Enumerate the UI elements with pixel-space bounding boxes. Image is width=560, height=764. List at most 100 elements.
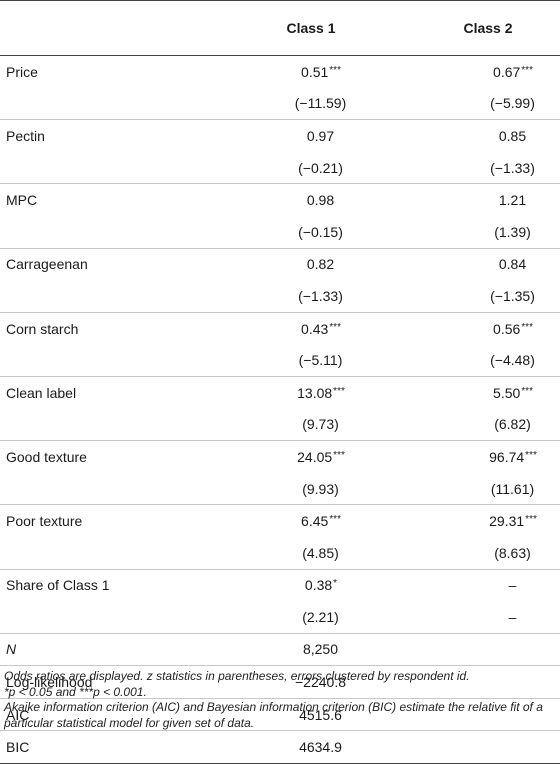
class-2-cell-value: (−1.33) — [490, 159, 535, 176]
significance-stars: * — [333, 578, 338, 590]
note-2: *p < 0.05 and ***p < 0.001. — [4, 684, 147, 699]
row-label-value: Good texture — [6, 448, 87, 465]
class-1-cell-value: 6.45 — [301, 513, 329, 530]
row-label — [0, 472, 206, 506]
table-row: Good texture 24.05*** 96.74 *** — [0, 441, 560, 473]
class-1-cell: 13.08*** — [206, 376, 416, 408]
class-1-cell-value: (9.73) — [302, 416, 339, 433]
header-class-2: Class 2 — [416, 0, 560, 56]
row-label-value: MPC — [6, 192, 38, 209]
class-2-cell-value: 29.31 — [489, 513, 525, 530]
class-2-cell: (1.39) — [416, 215, 560, 249]
class-1-cell: 0.43*** — [206, 312, 416, 344]
row-label — [0, 280, 206, 313]
significance-stars: *** — [329, 64, 341, 76]
significance-stars: *** — [329, 514, 341, 526]
header-class-1: Class 1 — [206, 0, 416, 56]
class-1-cell: 0.97 — [206, 120, 416, 152]
class-1-cell: (−5.11) — [206, 344, 416, 377]
class-2-cell-value: 1.21 — [498, 192, 527, 209]
class-1-cell: 0.82 — [206, 248, 416, 280]
row-label-value: Log-likelihood — [6, 674, 93, 691]
class-2-cell — [416, 698, 560, 732]
class-1-cell: (9.93) — [206, 472, 416, 506]
table-row: AIC 4515.6 — [0, 698, 560, 732]
row-label-value: N — [6, 641, 17, 658]
class-1-cell: (−0.21) — [206, 151, 416, 185]
class-2-cell: 5.50*** — [416, 376, 560, 408]
class-2-cell: (8.63) — [416, 536, 560, 570]
row-label — [0, 408, 206, 442]
class-1-cell-value: (−0.15) — [298, 223, 343, 240]
class-1-cell: −2240.8 — [206, 665, 416, 699]
class-1-cell-value: (−1.33) — [298, 287, 343, 304]
class-2-cell: 0.85 — [416, 120, 560, 152]
table-row: N 8,250 — [0, 633, 560, 667]
class-1-cell-value: (−0.21) — [298, 159, 343, 176]
class-2-cell: 0.84 — [416, 248, 560, 280]
class-1-cell-value: (−11.59) — [294, 95, 347, 112]
class-1-cell-value: −2240.8 — [295, 674, 346, 691]
class-2-cell-value: (1.39) — [494, 223, 531, 240]
class-1-cell: 24.05*** — [206, 441, 416, 473]
row-label: Corn starch — [0, 312, 206, 344]
row-label — [0, 601, 206, 634]
class-2-cell-value: 96.74 — [489, 448, 525, 465]
table-body: Price 0.51*** 0.67*** (−11.59) (−5.99) Pectin… — [0, 56, 560, 764]
table-row: Corn starch 0.43*** 0.56*** — [0, 312, 560, 344]
class-2-cell: – — [416, 601, 560, 634]
class-1-cell-value: 4515.6 — [299, 706, 342, 723]
row-label: Log-likelihood — [0, 665, 206, 699]
row-label: Price — [0, 56, 206, 88]
class-2-cell — [416, 730, 560, 764]
row-label: Clean label — [0, 376, 206, 408]
class-1-cell: (−11.59) — [206, 87, 416, 121]
class-2-cell-value: 0.84 — [498, 256, 527, 273]
class-1-cell: 4634.9 — [206, 730, 416, 764]
row-label-value: Carrageenan — [6, 256, 88, 273]
class-1-cell: 6.45*** — [206, 505, 416, 537]
row-label: AIC — [0, 698, 206, 732]
row-label-value: Share of Class 1 — [6, 577, 110, 594]
class-1-cell: 0.51*** — [206, 56, 416, 88]
table-row: (4.85) (8.63) — [0, 536, 560, 570]
class-1-cell: (−1.33) — [206, 280, 416, 313]
row-label: Carrageenan — [0, 248, 206, 280]
row-label-value: AIC — [6, 706, 30, 723]
table-row: Poor texture 6.45*** 29.31*** — [0, 505, 560, 537]
table-row: Pectin 0.97 0.85 — [0, 120, 560, 152]
class-1-cell: 8,250 — [206, 633, 416, 667]
class-1-cell: 0.38* — [206, 569, 416, 601]
row-label: MPC — [0, 184, 206, 216]
class-1-cell-value: 0.51 — [301, 63, 329, 80]
table-row: MPC 0.98 1.21 — [0, 184, 560, 216]
class-1-cell-value: (4.85) — [302, 544, 339, 561]
class-1-cell: 0.98 — [206, 184, 416, 216]
significance-stars: *** — [333, 449, 345, 461]
class-2-cell: (6.82) — [416, 408, 560, 442]
class-1-cell-value: 8,250 — [302, 641, 339, 658]
class-2-cell: 29.31*** — [416, 505, 560, 537]
table-row: Carrageenan 0.82 0.84 — [0, 248, 560, 280]
class-1-cell: 4515.6 — [206, 698, 416, 732]
class-2-cell-value: – — [508, 577, 517, 594]
row-label: N — [0, 633, 206, 667]
row-label — [0, 151, 206, 185]
class-1-cell: (4.85) — [206, 536, 416, 570]
class-2-cell-value: 0.67 — [493, 63, 521, 80]
table-row: (9.93) (11.61) — [0, 472, 560, 506]
note-1: Odds ratios are displayed. z statistics … — [4, 669, 470, 683]
row-label: Pectin — [0, 120, 206, 152]
row-label-value: Poor texture — [6, 513, 83, 530]
table-row: Clean label 13.08*** 5.50*** — [0, 376, 560, 408]
table-row: (−11.59) (−5.99) — [0, 87, 560, 121]
table-row: (−5.11) (−4.48) — [0, 344, 560, 377]
class-2-cell: 0.67*** — [416, 56, 560, 88]
class-1-cell-value: 0.43 — [301, 320, 329, 337]
row-label-value: Pectin — [6, 127, 45, 144]
class-2-cell-value: – — [508, 608, 517, 625]
class-2-cell-value: (−5.99) — [490, 95, 535, 112]
class-2-cell: 0.56*** — [416, 312, 560, 344]
class-1-cell-value: 4634.9 — [299, 739, 342, 756]
